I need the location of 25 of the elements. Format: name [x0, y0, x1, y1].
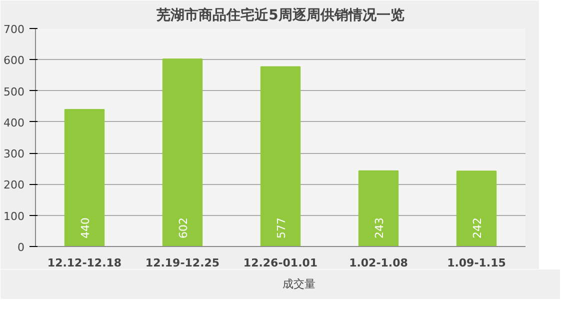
y-tick-label: 500	[4, 85, 25, 98]
data-label: 242	[471, 218, 484, 238]
y-tick-label: 300	[4, 148, 25, 161]
bar	[162, 58, 203, 246]
bar	[260, 66, 301, 246]
x-tick-label: 12.19-12.25	[145, 256, 220, 270]
data-label: 440	[79, 218, 92, 238]
x-tick-label: 1.09-1.15	[447, 256, 506, 270]
bar	[64, 108, 105, 246]
data-label: 243	[373, 218, 386, 238]
text: 成交量	[282, 276, 316, 292]
y-tick-label: 600	[4, 54, 25, 68]
y-tick-label: 200	[4, 178, 25, 192]
data-label: 602	[177, 218, 190, 238]
data-label: 577	[275, 218, 288, 238]
y-tick-label: 100	[4, 210, 25, 223]
x-tick-label: 12.26-01.01	[243, 256, 318, 270]
y-tick-label: 0	[18, 241, 24, 254]
y-tick-label: 700	[4, 23, 25, 36]
y-tick-label: 400	[4, 116, 25, 130]
x-tick-label: 12.12-12.18	[47, 256, 122, 270]
bar	[358, 170, 399, 246]
chart-title: 芜湖市商品住宅近5周逐周供销情况一览	[156, 6, 404, 24]
bar	[456, 170, 497, 246]
x-tick-label: 1.02-1.08	[349, 256, 408, 270]
